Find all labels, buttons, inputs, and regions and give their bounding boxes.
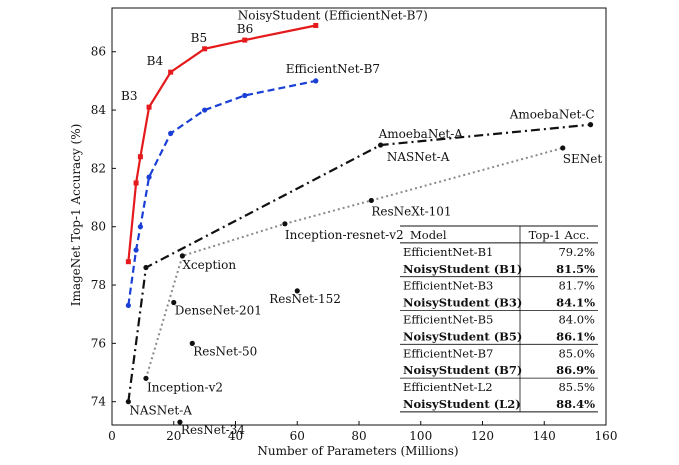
data-point [137,224,144,230]
annotation-label: ResNet-50 [193,344,257,358]
y-tick-label: 76 [91,336,106,350]
x-tick-label: 0 [108,429,116,443]
data-point [177,419,183,425]
data-point [189,340,195,346]
data-point [137,154,143,160]
data-point [282,221,288,227]
y-tick-label: 84 [91,103,107,117]
annotation-label: EfficientNet-B7 [286,62,380,76]
data-point [168,130,174,136]
annotation-label: B6 [237,22,253,36]
table-cell-model: NoisyStudent (B5) [403,329,522,343]
table-cell-acc: 85.0% [558,346,595,360]
annotation-label: B4 [147,54,164,68]
data-point [313,78,319,84]
data-point [143,375,149,381]
table-cell-model: EfficientNet-B3 [403,279,493,293]
table-cell-acc: 79.2% [558,245,595,259]
series-line-1 [127,79,316,306]
data-point [125,259,131,265]
table-cell-model: EfficientNet-L2 [403,380,493,394]
x-tick-label: 160 [595,429,618,443]
data-point [125,302,131,309]
annotation-label: NoisyStudent (EfficientNet-B7) [238,8,428,22]
table-header-model: Model [410,228,447,242]
table-cell-acc: 81.7% [558,279,595,293]
y-tick-label: 86 [91,45,106,59]
table-cell-acc: 88.4% [556,397,595,411]
series-line-0 [127,24,316,262]
data-point [294,288,300,294]
y-tick-label: 82 [91,161,106,175]
table-cell-acc: 86.1% [556,329,595,343]
table-cell-model: EfficientNet-B1 [403,245,493,259]
x-axis-label: Number of Parameters (Millions) [257,444,458,458]
table-cell-model: NoisyStudent (L2) [403,397,521,411]
table-cell-acc: 81.5% [556,262,595,276]
table-cell-model: NoisyStudent (B3) [403,296,522,310]
annotation-label: ResNet-34 [181,423,245,437]
table-cell-acc: 84.1% [556,296,595,310]
data-point [313,22,319,28]
data-point [146,174,152,180]
table-cell-acc: 84.0% [558,313,595,327]
data-point [133,180,139,186]
x-tick-label: 100 [409,429,432,443]
data-point [587,122,594,128]
annotation-label: Xception [182,258,236,272]
data-point [179,253,185,259]
data-point [242,37,248,43]
data-point [168,69,174,75]
table-cell-model: EfficientNet-B5 [403,313,493,327]
annotation-label: NASNet-A [387,150,450,164]
data-point [143,264,149,271]
annotation-label: SENet [563,152,603,166]
table-cell-acc: 86.9% [556,363,595,377]
x-tick-label: 20 [166,429,181,443]
table-cell-model: NoisyStudent (B1) [403,262,522,276]
x-tick-label: 80 [351,429,366,443]
data-point [171,299,177,306]
data-point [242,92,248,99]
table-cell-model: EfficientNet-B7 [403,346,493,360]
annotation-label: NASNet-A [129,404,192,418]
x-tick-label: 60 [290,429,305,443]
data-point [378,142,384,148]
series-line-2 [127,123,591,402]
y-tick-label: 80 [91,220,106,234]
x-tick-label: 140 [533,429,556,443]
annotation-label: ResNet-152 [269,292,341,306]
data-point [560,145,566,151]
data-point [202,107,208,113]
y-tick-label: 78 [91,278,106,292]
data-point [202,46,208,52]
x-tick-label: 40 [228,429,243,443]
annotation-label: Inception-v2 [147,380,223,394]
data-point [133,247,139,253]
annotation-label: B3 [121,89,137,103]
y-tick-label: 74 [91,395,107,409]
annotation-label: B5 [191,31,207,45]
data-point [146,104,152,110]
annotation-label: Inception-resnet-v2 [285,228,404,242]
y-axis-label: ImageNet Top-1 Accuracy (%) [69,124,83,307]
annotation-label: AmoebaNet-C [509,108,595,122]
table-header-acc: Top-1 Acc. [529,228,590,242]
data-point [125,399,131,405]
table-cell-model: NoisyStudent (B7) [403,363,522,377]
annotation-label: ResNeXt-101 [371,204,451,218]
annotation-label: DenseNet-201 [175,304,262,318]
x-tick-label: 120 [471,429,494,443]
annotation-label: AmoebaNet-A [378,127,464,141]
table-cell-acc: 85.5% [558,380,595,394]
data-point [368,197,374,204]
